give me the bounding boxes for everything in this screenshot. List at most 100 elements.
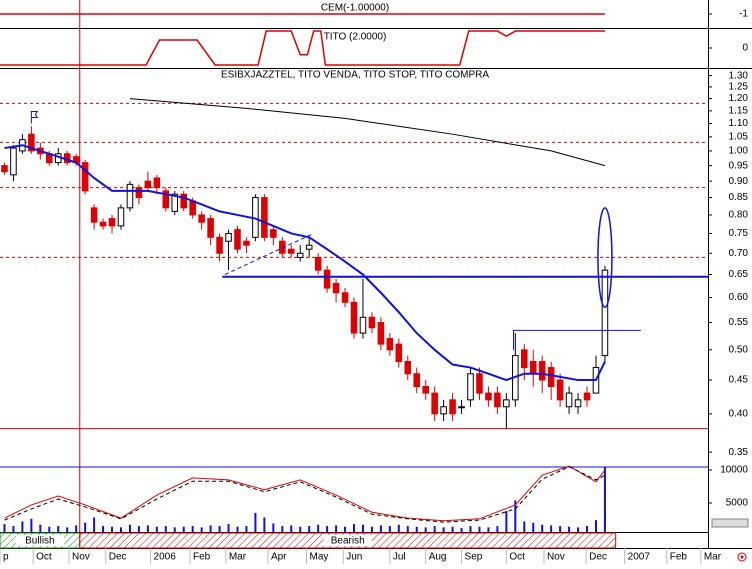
volume-bar xyxy=(460,528,463,532)
y-tick-label: 0 xyxy=(742,43,748,54)
volume-bar xyxy=(379,525,382,532)
y-tick-label: 1.10 xyxy=(729,118,749,129)
volume-bar xyxy=(111,526,114,532)
volume-bar xyxy=(57,526,60,532)
candle-body xyxy=(574,399,582,408)
volume-bar xyxy=(559,526,562,532)
x-tick-label: Jul xyxy=(393,552,406,563)
candle-body xyxy=(332,282,340,294)
volume-bar xyxy=(227,524,230,532)
volume-bar xyxy=(594,520,597,532)
close-icon-dot xyxy=(740,555,744,559)
volume-bar xyxy=(335,525,338,532)
x-tick-label: Mar xyxy=(229,552,247,563)
scroll-control[interactable] xyxy=(711,518,749,528)
volume-bar xyxy=(173,527,176,532)
volume-bar xyxy=(155,526,158,532)
candle-body xyxy=(243,240,250,246)
y-tick-label: 0.55 xyxy=(729,317,749,328)
candle-body xyxy=(207,218,214,238)
y-tick-label: 0.80 xyxy=(729,210,749,221)
candle-body xyxy=(521,349,528,369)
volume-bar xyxy=(541,524,544,532)
volume-bar xyxy=(93,517,96,532)
sentiment-label-bg xyxy=(15,535,64,546)
candle-body xyxy=(270,229,277,238)
y-tick-label: 1.15 xyxy=(729,105,749,116)
y-tick-label: -1 xyxy=(739,9,748,20)
volume-bar xyxy=(299,526,302,532)
x-tick-label: Dec xyxy=(589,552,607,563)
close-icon[interactable] xyxy=(737,552,747,562)
x-tick-label: Sep xyxy=(465,552,483,563)
volume-bar xyxy=(388,526,391,532)
x-tick-label: Aug xyxy=(429,552,447,563)
candle-body xyxy=(529,361,537,375)
y-tick-label: 0.65 xyxy=(729,269,749,280)
candle-body xyxy=(287,248,295,254)
candle-body xyxy=(323,269,331,289)
candle-body xyxy=(422,385,429,394)
candle-body xyxy=(476,373,483,394)
volume-bar xyxy=(218,526,221,532)
volume-bar xyxy=(406,526,409,532)
y-tick-label: 0.60 xyxy=(729,292,749,303)
candle-body xyxy=(449,399,456,415)
x-tick-label: Feb xyxy=(193,552,211,563)
volume-bar xyxy=(451,526,454,532)
candle-body xyxy=(503,399,510,408)
candle-body xyxy=(171,193,179,212)
y-tick-label: 0.70 xyxy=(729,248,749,259)
candle-body xyxy=(431,392,438,415)
volume-bar xyxy=(353,524,355,532)
volume-bar xyxy=(496,526,499,532)
volume-bar xyxy=(370,526,373,532)
volume-bar xyxy=(577,527,580,532)
sentiment-label: Bearish xyxy=(331,536,365,547)
x-tick-label: Mar xyxy=(704,552,722,563)
y-tick-label: 0.75 xyxy=(729,228,749,239)
y-tick-label: 1.30 xyxy=(729,70,749,81)
candle-body xyxy=(144,180,152,189)
volume-bar xyxy=(505,510,508,532)
candle-body xyxy=(404,361,412,375)
candle-body xyxy=(296,252,304,258)
candle-body xyxy=(1,165,8,173)
volume-bar xyxy=(39,524,42,532)
y-tick-label: 1.05 xyxy=(729,132,749,143)
candle-body xyxy=(126,183,134,209)
volume-bar xyxy=(514,500,517,532)
candle-body xyxy=(10,147,17,176)
volume-bar xyxy=(568,526,571,532)
candle-body xyxy=(413,373,421,387)
y-tick-label: 0.35 xyxy=(729,447,749,458)
candle-body xyxy=(485,392,492,401)
candle-body xyxy=(565,392,573,408)
x-tick-label: p xyxy=(3,552,9,563)
volume-bar xyxy=(603,466,606,532)
y-tick-label: 1.20 xyxy=(729,93,749,104)
volume-bar xyxy=(146,525,149,532)
candle-body xyxy=(314,256,322,271)
line xyxy=(224,233,314,275)
candle-body xyxy=(198,214,205,223)
y-tick-label: 0.45 xyxy=(729,375,749,386)
candle-body xyxy=(341,292,349,303)
candle-body xyxy=(359,316,367,334)
volume-bar xyxy=(487,527,490,532)
plot-area xyxy=(0,0,708,532)
volume-bar xyxy=(164,526,167,532)
candle-body xyxy=(99,221,107,227)
panel-title: ESIBXJAZZTEL, TITO VENDA, TITO STOP, TIT… xyxy=(221,70,489,81)
sentiment-label: Bullish xyxy=(25,536,54,547)
candle-body xyxy=(494,392,501,408)
volume-bar xyxy=(119,527,122,532)
candle-body xyxy=(377,321,385,345)
volume-bar xyxy=(586,526,589,532)
x-tick-label: May xyxy=(310,552,329,563)
volume-bar xyxy=(245,526,248,532)
line xyxy=(0,30,605,66)
